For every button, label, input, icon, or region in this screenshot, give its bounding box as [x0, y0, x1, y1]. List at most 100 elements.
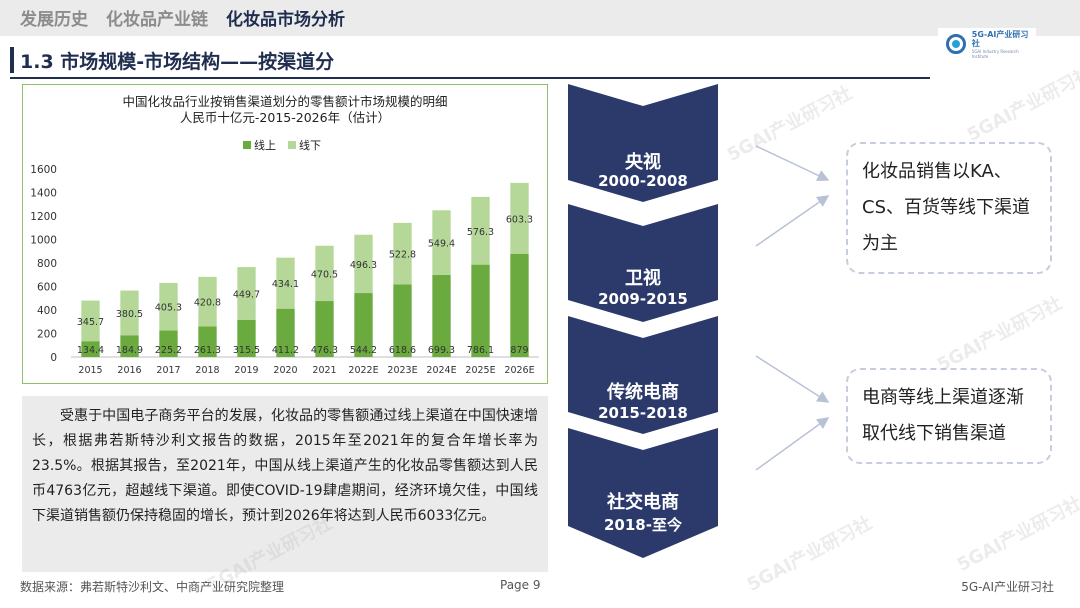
stage-satellite-tv: 卫视 2009-2015	[568, 204, 718, 322]
data-label-offline: 522.8	[389, 250, 416, 261]
bar-online	[471, 264, 490, 357]
chart-subtitle: 人民币十亿元-2015-2026年（估计）	[179, 110, 391, 125]
legend-swatch-offline	[288, 141, 296, 149]
bar-offline	[81, 300, 100, 342]
data-label-online: 184.9	[116, 345, 143, 356]
x-tick-label: 2020	[273, 365, 297, 376]
arrow-to-online	[755, 355, 830, 403]
data-label-online: 879	[510, 345, 528, 356]
data-label-online: 411.2	[272, 345, 299, 356]
stage-name: 央视	[625, 152, 661, 173]
nav-tabs: 发展历史 化妆品产业链 化妆品市场分析	[20, 5, 345, 30]
title-accent-bar	[10, 47, 14, 73]
stage-chevron-shape	[568, 204, 718, 322]
logo-subtext: 5GAI Industry Research Institute	[971, 48, 1019, 59]
x-tick-label: 2022E	[348, 365, 378, 376]
data-label-online: 544.2	[350, 345, 377, 356]
data-label-online: 315.5	[233, 345, 260, 356]
nav-tab-industry-chain[interactable]: 化妆品产业链	[106, 10, 208, 30]
bar-online	[315, 301, 334, 357]
conclusion-offline: 化妆品销售以KA、CS、百货等线下渠道为主	[846, 142, 1052, 274]
data-label-online: 261.3	[194, 345, 221, 356]
section-title: 1.3 市场规模-市场结构——按渠道分	[10, 44, 334, 76]
section-title-text: 1.3 市场规模-市场结构——按渠道分	[20, 50, 335, 73]
bar-offline	[198, 276, 217, 327]
chart-legend: 线上 线下	[243, 137, 321, 153]
data-label-online: 134.4	[77, 345, 104, 356]
stage-chevron-shape	[568, 84, 718, 202]
data-label-online: 225.2	[155, 345, 182, 356]
bar-offline	[276, 257, 295, 309]
bar-online	[354, 293, 373, 357]
stage-years: 2018-至今	[604, 516, 682, 534]
chart-panel: 中国化妆品行业按销售渠道划分的零售额计市场规模的明细 人民币十亿元-2015-2…	[22, 84, 548, 384]
y-tick-label: 200	[37, 329, 57, 341]
data-label-offline: 420.8	[194, 298, 221, 309]
x-tick-label: 2021	[312, 365, 336, 376]
y-tick-label: 600	[37, 282, 57, 294]
x-tick-label: 2018	[195, 365, 219, 376]
data-label-offline: 496.3	[350, 260, 377, 271]
legend-label-online: 线上	[254, 139, 276, 152]
x-tick-label: 2023E	[387, 365, 417, 376]
x-tick-label: 2017	[156, 365, 180, 376]
bar-offline	[315, 245, 334, 302]
bar-offline	[510, 182, 529, 254]
description-text: 受惠于中国电子商务平台的发展，化妆品的零售额通过线上渠道在中国快速增长，根据弗若…	[32, 408, 538, 524]
x-tick-label: 2015	[78, 365, 102, 376]
logo-text: 5G-AI产业研习社	[971, 30, 1029, 48]
stage-years: 2000-2008	[598, 172, 688, 190]
data-label-online: 476.3	[311, 345, 338, 356]
arrow-to-offline	[755, 145, 830, 181]
x-tick-label: 2024E	[426, 365, 456, 376]
legend-label-offline: 线下	[299, 139, 321, 152]
bar-online	[81, 341, 100, 357]
bar-online	[120, 335, 139, 357]
stage-chevron-shape	[568, 428, 718, 558]
data-label-online: 699.3	[428, 345, 455, 356]
bar-offline	[159, 282, 178, 331]
data-label-offline: 449.7	[233, 290, 260, 301]
description-box: 受惠于中国电子商务平台的发展，化妆品的零售额通过线上渠道在中国快速增长，根据弗若…	[22, 396, 548, 572]
x-tick-label: 2025E	[465, 365, 495, 376]
bar-offline	[237, 267, 256, 320]
data-label-online: 618.6	[389, 345, 416, 356]
bar-online	[237, 319, 256, 357]
nav-tab-history[interactable]: 发展历史	[20, 10, 88, 30]
x-tick-label: 2016	[117, 365, 141, 376]
footer-source: 数据来源：弗若斯特沙利文、中商产业研究院整理	[20, 580, 285, 594]
stage-cctv: 央视 2000-2008	[568, 84, 718, 202]
data-label-offline: 405.3	[155, 303, 182, 314]
stage-name: 社交电商	[607, 492, 679, 513]
footer-page-number: Page 9	[500, 578, 541, 592]
bar-offline	[432, 210, 451, 275]
stage-years: 2009-2015	[598, 290, 688, 308]
footer-brand: 5G-AI产业研习社	[961, 580, 1054, 594]
x-tick-label: 2026E	[504, 365, 534, 376]
y-tick-label: 0	[50, 352, 57, 364]
bar-offline	[120, 290, 139, 336]
stage-chevron-shape	[568, 316, 718, 434]
y-tick-label: 1600	[30, 164, 57, 176]
chart-title: 中国化妆品行业按销售渠道划分的零售额计市场规模的明细	[122, 94, 448, 109]
legend-item-offline: 线下	[288, 137, 321, 153]
legend-item-online: 线上	[243, 137, 276, 153]
data-label-online: 786.1	[467, 345, 494, 356]
y-tick-label: 400	[37, 305, 57, 317]
title-divider	[10, 77, 930, 79]
top-nav-bar: 发展历史 化妆品产业链 化妆品市场分析	[0, 0, 1080, 36]
conclusion-online: 电商等线上渠道逐渐取代线下销售渠道	[846, 368, 1052, 464]
bar-offline	[354, 234, 373, 294]
arrow-to-online	[755, 417, 830, 471]
nav-tab-market-analysis[interactable]: 化妆品市场分析	[226, 10, 345, 30]
logo-icon	[944, 32, 968, 58]
stage-traditional-ecommerce: 传统电商 2015-2018	[568, 316, 718, 434]
legend-swatch-online	[243, 141, 251, 149]
stage-name: 卫视	[625, 268, 661, 289]
bar-offline	[471, 196, 490, 265]
y-tick-label: 800	[37, 258, 57, 270]
bar-online	[198, 326, 217, 357]
bar-online	[510, 253, 529, 357]
bar-online	[276, 308, 295, 357]
brand-logo: 5G-AI产业研习社 5GAI Industry Research Instit…	[938, 28, 1036, 62]
